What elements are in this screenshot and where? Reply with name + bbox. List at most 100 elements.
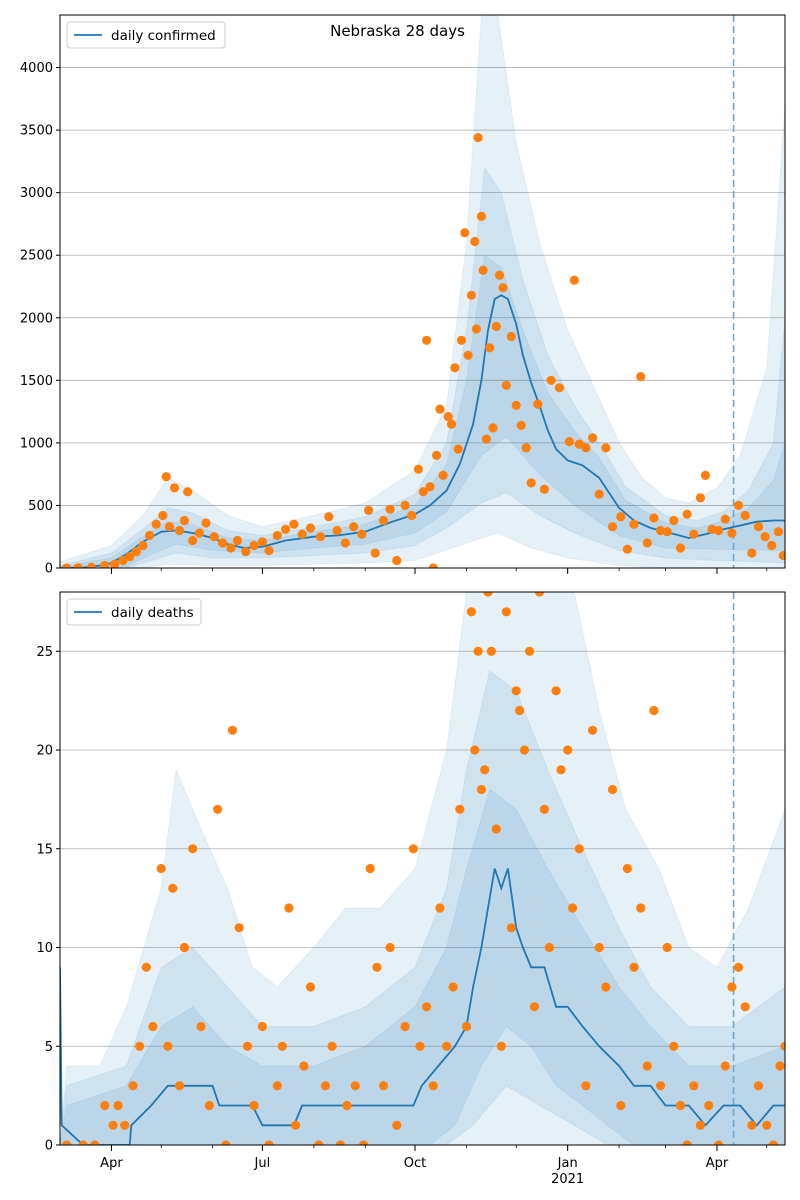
confirmed-data-point — [460, 228, 470, 238]
deaths-data-point — [461, 1021, 472, 1032]
deaths-data-point — [519, 745, 530, 755]
confirmed-data-point — [733, 500, 744, 510]
confirmed-data-point — [158, 510, 168, 521]
confirmed-data-point — [305, 523, 316, 533]
confirmed-data-point — [473, 133, 483, 143]
deaths-data-point — [128, 1081, 138, 1091]
deaths-data-point — [148, 1021, 158, 1032]
deaths-data-point — [483, 592, 493, 597]
confirmed-band-2 — [60, 166, 785, 568]
confirmed-data-point — [569, 275, 579, 285]
confirmed-data-point — [714, 525, 724, 536]
deaths-data-point — [204, 1100, 214, 1111]
deaths-data-point — [636, 903, 646, 913]
deaths-series-line — [60, 868, 785, 1145]
deaths-points — [62, 592, 785, 1145]
deaths-data-point — [435, 903, 445, 913]
confirmed-data-point — [471, 324, 481, 334]
deaths-data-point — [629, 962, 639, 972]
confirmed-data-point — [422, 335, 432, 345]
confirmed-ytick-label: 2500 — [20, 249, 53, 264]
confirmed-data-point — [601, 443, 611, 453]
confirmed-data-point — [485, 343, 495, 353]
deaths-data-point — [720, 1061, 730, 1071]
confirmed-data-point — [498, 283, 508, 293]
confirmed-data-point — [642, 538, 652, 548]
deaths-data-point — [662, 942, 672, 953]
deaths-data-point — [574, 844, 584, 854]
confirmed-data-point — [281, 524, 291, 534]
deaths-data-point — [455, 804, 465, 814]
confirmed-data-point — [564, 437, 574, 447]
deaths-data-point — [179, 942, 189, 953]
confirmed-data-point — [481, 434, 491, 444]
deaths-data-point — [108, 1120, 118, 1130]
deaths-data-point — [501, 607, 511, 617]
deaths-data-point — [607, 784, 618, 795]
deaths-data-point — [689, 1081, 699, 1091]
deaths-data-point — [747, 1120, 757, 1130]
deaths-data-point — [168, 883, 178, 893]
confirmed-data-point — [218, 538, 228, 548]
deaths-data-point — [642, 1061, 652, 1071]
deaths-y-ticks: 0 5 10 15 20 25 — [36, 645, 60, 1154]
deaths-data-point — [649, 705, 659, 716]
deaths-data-point — [675, 1100, 686, 1111]
deaths-data-point — [529, 1002, 540, 1012]
confirmed-ytick-label: 2000 — [20, 311, 53, 326]
confirmed-data-point — [516, 420, 526, 430]
confirmed-data-point — [501, 380, 511, 390]
deaths-data-point — [448, 982, 458, 992]
confirmed-data-point — [201, 518, 211, 528]
confirmed-data-point — [511, 400, 521, 410]
deaths-data-point — [135, 1041, 145, 1051]
confirmed-data-point — [700, 470, 711, 480]
deaths-data-point — [264, 1140, 274, 1145]
confirmed-data-point — [662, 527, 672, 537]
deaths-data-point — [359, 1140, 369, 1145]
deaths-data-point — [515, 705, 525, 716]
confirmed-data-point — [539, 484, 550, 494]
confirmed-data-point — [315, 532, 326, 542]
confirmed-data-point — [476, 211, 486, 221]
confirmed-data-point — [435, 404, 445, 414]
confirmed-data-point — [131, 547, 141, 557]
confirmed-data-point — [86, 562, 97, 568]
deaths-data-point — [335, 1140, 345, 1145]
deaths-data-point — [780, 1041, 785, 1051]
deaths-data-point — [563, 745, 573, 755]
deaths-data-point — [372, 962, 382, 972]
confirmed-ytick-label: 1500 — [20, 374, 53, 389]
deaths-data-point — [415, 1041, 425, 1051]
confirmed-data-point — [740, 510, 750, 521]
confirmed-data-point — [378, 515, 389, 526]
deaths-lines — [60, 868, 785, 1145]
confirmed-data-point — [357, 529, 367, 539]
deaths-data-point — [581, 1081, 591, 1091]
deaths-data-point — [120, 1120, 130, 1130]
deaths-xtick-label: Oct — [404, 1156, 426, 1171]
deaths-data-point — [196, 1021, 206, 1032]
confirmed-data-point — [297, 529, 307, 539]
deaths-data-point — [695, 1120, 706, 1130]
confirmed-data-point — [413, 464, 423, 474]
deaths-xtick-label: Apr — [706, 1156, 729, 1171]
confirmed-data-point — [526, 478, 536, 488]
deaths-data-point — [221, 1140, 231, 1145]
deaths-data-point — [656, 1081, 666, 1091]
deaths-data-point — [473, 646, 483, 656]
confirmed-data-point — [349, 522, 359, 532]
confirmed-ytick-label: 3500 — [20, 124, 53, 139]
confirmed-data-point — [73, 563, 83, 568]
confirmed-data-point — [695, 493, 706, 503]
deaths-legend-box — [66, 598, 202, 626]
confirmed-data-point — [289, 519, 299, 529]
confirmed-data-point — [385, 504, 395, 514]
confirmed-data-point — [100, 560, 110, 568]
deaths-data-point — [392, 1120, 402, 1130]
confirmed-ytick-label: 3000 — [20, 186, 53, 201]
deaths-data-point — [486, 646, 496, 656]
confirmed-data-point — [767, 540, 777, 551]
confirmed-axes-frame — [59, 14, 786, 569]
